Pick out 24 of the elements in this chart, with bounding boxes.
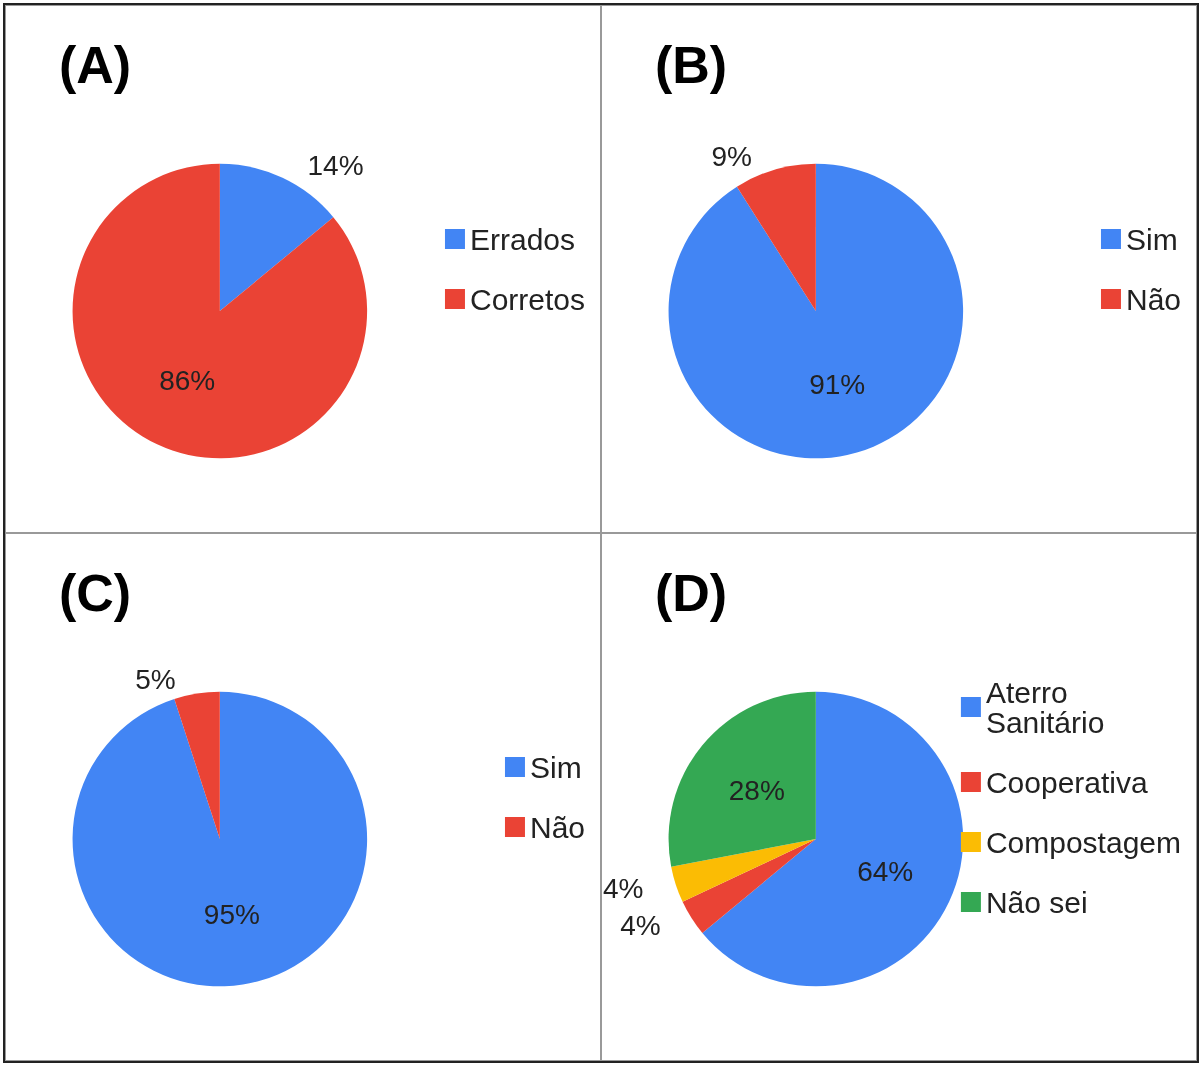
chart-title: (B): [655, 36, 728, 94]
chart-title: (C): [59, 564, 132, 622]
legend-label: Errados: [469, 222, 576, 256]
data-label: 14%: [307, 149, 364, 181]
data-label: 91%: [809, 369, 866, 401]
legend-label: Não sei: [985, 885, 1088, 919]
legend-label: Não: [1125, 282, 1182, 316]
chart-title: (D): [655, 564, 728, 622]
data-label: 9%: [711, 140, 752, 172]
legend-label: Cooperativa: [985, 765, 1148, 799]
chart-title: (A): [59, 36, 132, 94]
legend-label: Compostagem: [985, 825, 1182, 859]
data-label: 5%: [135, 664, 176, 696]
legend-label: Não: [529, 810, 586, 844]
data-label: 28%: [728, 774, 785, 806]
legend-label: Sim: [1125, 222, 1178, 256]
data-label: 4%: [602, 873, 644, 905]
data-label: 4%: [620, 910, 661, 941]
data-label: 64%: [857, 856, 914, 888]
legend-label: Corretos: [469, 282, 586, 316]
legend-label: Sim: [529, 750, 582, 784]
data-label: 86%: [159, 364, 216, 396]
data-label: 95%: [203, 899, 260, 931]
legend-label: Aterro Sanitário: [985, 675, 1105, 739]
